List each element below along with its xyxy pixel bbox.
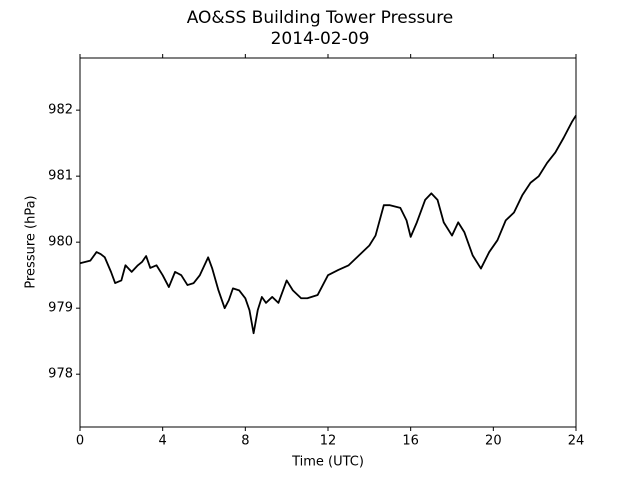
x-axis-label: Time (UTC) [291, 455, 364, 470]
y-tick-label: 980 [48, 235, 73, 250]
y-axis-label: Pressure (hPa) [24, 195, 39, 288]
chart-subtitle: 2014-02-09 [271, 29, 370, 49]
x-tick-label: 0 [76, 434, 84, 449]
x-tick-label: 8 [241, 434, 249, 449]
plot-frame [79, 57, 577, 428]
x-tick-label: 12 [320, 434, 337, 449]
x-tick-label: 4 [159, 434, 167, 449]
y-tick-label: 981 [48, 169, 73, 184]
y-tick-label: 978 [48, 367, 73, 382]
x-tick-label: 16 [402, 434, 419, 449]
y-tick-label: 979 [48, 301, 73, 316]
x-tick-label: 20 [485, 434, 502, 449]
y-tick-label: 982 [48, 103, 73, 118]
chart-title: AO&SS Building Tower Pressure [187, 8, 454, 28]
data-line [79, 114, 577, 335]
x-tick-label: 24 [568, 434, 585, 449]
